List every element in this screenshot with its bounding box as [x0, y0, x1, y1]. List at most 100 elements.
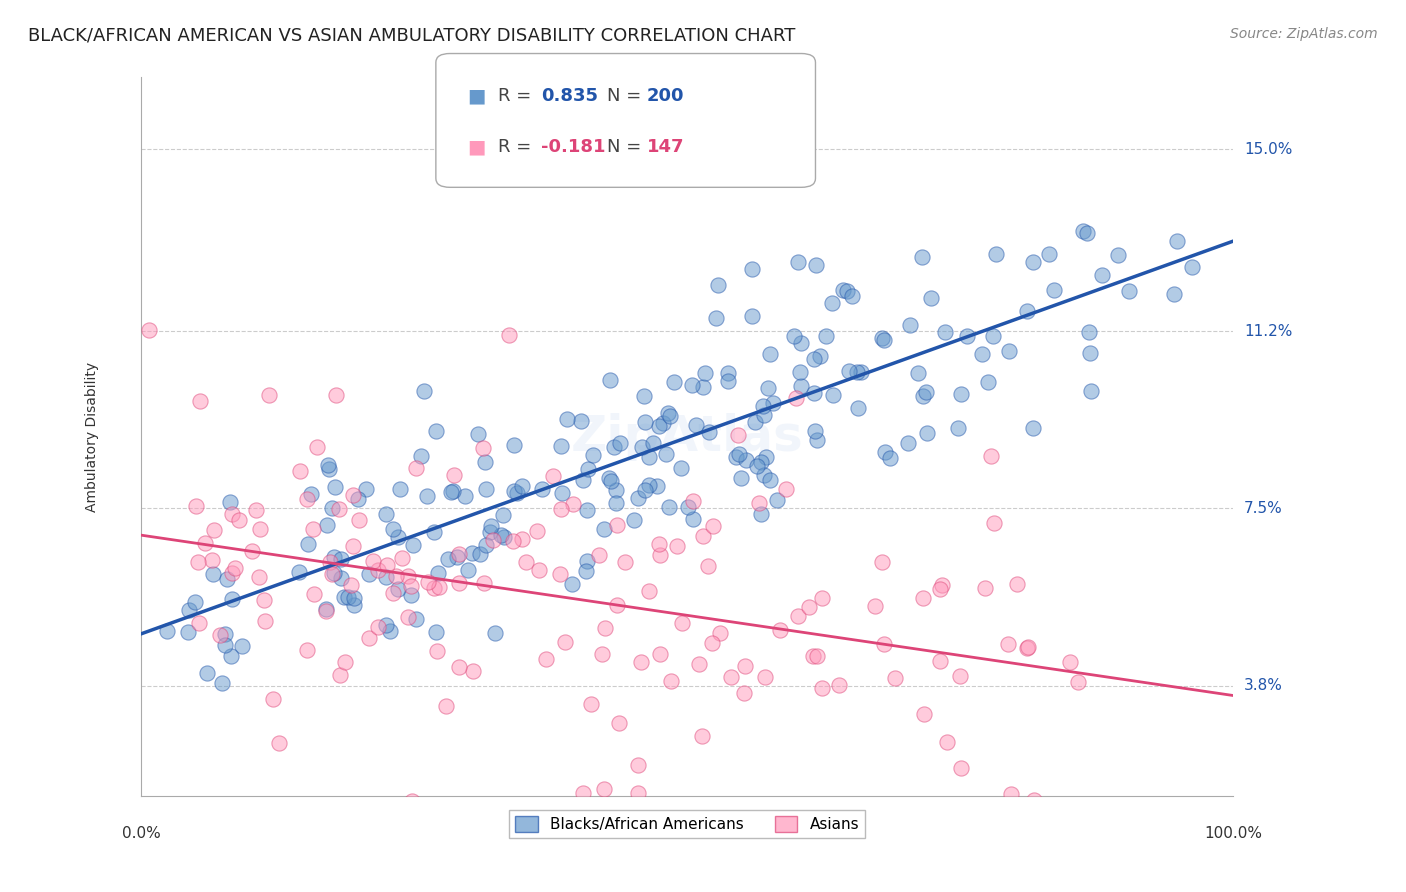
- Point: [387, 530, 409, 544]
- Point: [214, 627, 236, 641]
- Point: [931, 578, 953, 592]
- Point: [981, 329, 1004, 343]
- Point: [748, 496, 770, 510]
- Point: [929, 654, 952, 668]
- Point: [479, 519, 502, 533]
- Point: [472, 441, 495, 455]
- Point: [343, 591, 366, 605]
- Point: [301, 486, 323, 500]
- Point: [845, 365, 868, 379]
- Text: Ambulatory Disability: Ambulatory Disability: [86, 361, 100, 512]
- Point: [399, 589, 422, 603]
- Point: [803, 352, 825, 367]
- Point: [316, 458, 339, 472]
- Point: [756, 381, 779, 395]
- Point: [979, 449, 1001, 463]
- Point: [873, 445, 896, 459]
- Point: [870, 555, 893, 569]
- Point: [510, 479, 533, 493]
- Point: [685, 418, 707, 433]
- Point: [728, 447, 751, 461]
- Point: [897, 436, 920, 450]
- Point: [449, 547, 471, 561]
- Point: [217, 572, 239, 586]
- Text: N =: N =: [607, 138, 647, 156]
- Point: [550, 439, 572, 453]
- Point: [935, 734, 957, 748]
- Point: [380, 624, 402, 639]
- Point: [249, 522, 271, 536]
- Point: [821, 295, 844, 310]
- Point: [457, 563, 479, 577]
- Point: [405, 460, 427, 475]
- Point: [446, 549, 468, 564]
- Point: [873, 638, 896, 652]
- Text: 15.0%: 15.0%: [1244, 142, 1292, 157]
- Point: [467, 427, 489, 442]
- Point: [437, 552, 460, 566]
- Point: [201, 566, 224, 581]
- Point: [1080, 345, 1102, 359]
- Point: [682, 494, 704, 508]
- Point: [741, 309, 763, 323]
- Point: [257, 388, 280, 402]
- Point: [582, 449, 605, 463]
- Point: [752, 409, 775, 423]
- Text: Source: ZipAtlas.com: Source: ZipAtlas.com: [1230, 27, 1378, 41]
- Point: [630, 655, 652, 669]
- Point: [838, 364, 860, 378]
- Point: [343, 598, 366, 612]
- Point: [529, 563, 551, 577]
- Point: [315, 604, 337, 618]
- Point: [187, 555, 209, 569]
- Point: [484, 626, 506, 640]
- Point: [828, 678, 851, 692]
- Point: [156, 624, 179, 638]
- Point: [1080, 384, 1102, 398]
- Point: [329, 668, 352, 682]
- Point: [915, 385, 938, 400]
- Point: [997, 343, 1019, 358]
- Point: [752, 467, 775, 482]
- Point: [645, 479, 668, 493]
- Point: [717, 374, 740, 388]
- Point: [700, 635, 723, 649]
- Point: [315, 601, 337, 615]
- Point: [733, 685, 755, 699]
- Point: [662, 376, 685, 390]
- Point: [634, 416, 657, 430]
- Point: [609, 436, 631, 450]
- Point: [184, 595, 207, 609]
- Point: [405, 612, 427, 626]
- Point: [290, 464, 312, 478]
- Point: [449, 660, 471, 674]
- Point: [340, 577, 363, 591]
- Point: [201, 552, 224, 566]
- Point: [475, 482, 498, 496]
- Point: [177, 625, 200, 640]
- Point: [835, 284, 858, 298]
- Point: [692, 529, 714, 543]
- Point: [702, 519, 724, 533]
- Point: [751, 399, 773, 413]
- Point: [1018, 640, 1040, 655]
- Point: [579, 697, 602, 711]
- Point: [695, 367, 717, 381]
- Point: [502, 438, 524, 452]
- Point: [576, 502, 599, 516]
- Point: [1015, 304, 1038, 318]
- Point: [423, 525, 446, 540]
- Point: [1107, 248, 1129, 262]
- Point: [318, 555, 340, 569]
- Point: [669, 460, 692, 475]
- Point: [785, 391, 807, 405]
- Point: [177, 603, 200, 617]
- Point: [1021, 254, 1043, 268]
- Point: [605, 483, 627, 498]
- Point: [949, 387, 972, 401]
- Text: 147: 147: [647, 138, 685, 156]
- Point: [211, 676, 233, 690]
- Point: [1118, 285, 1140, 299]
- Point: [357, 631, 380, 645]
- Point: [775, 482, 797, 496]
